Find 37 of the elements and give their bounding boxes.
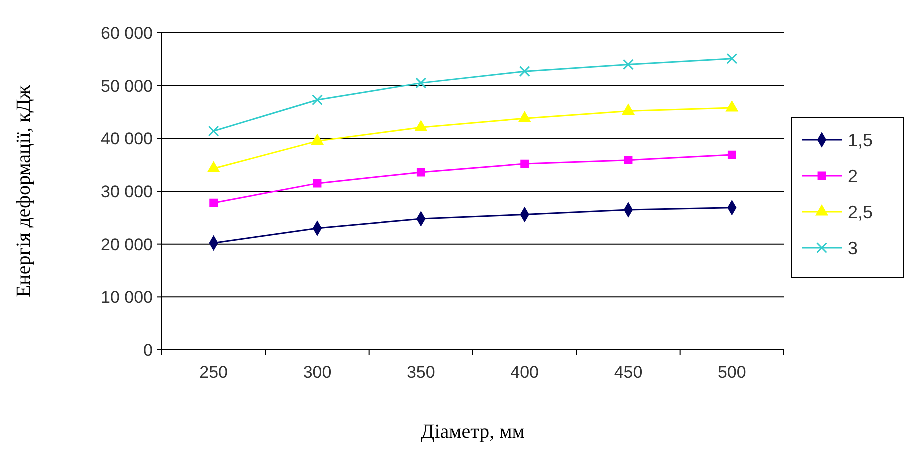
point [624,156,633,165]
x-tick-label: 400 [510,363,540,382]
x-axis-title: Діаметр, мм [421,421,526,443]
point [208,126,220,137]
point [311,134,324,146]
y-axis-title: Енергія деформації, кДж [13,85,35,298]
point [518,112,531,122]
y-tick-label: 10 000 [101,288,153,308]
point [623,59,634,70]
legend-label: 3 [848,238,858,258]
point [726,101,738,112]
point [208,162,220,173]
y-tick-label: 20 000 [101,235,153,254]
point [726,53,738,64]
x-tick-label: 300 [303,363,332,382]
y-tick-label: 60 000 [101,24,153,43]
point [519,66,530,78]
x-tick-label: 500 [718,363,746,382]
point [520,160,530,168]
y-tick-label: 50 000 [101,76,153,96]
point [416,168,426,177]
point [416,78,427,89]
x-tick-label: 250 [200,363,228,382]
y-tick-label: 40 000 [101,130,153,149]
point [210,198,218,208]
y-tick-label: 30 000 [101,182,153,202]
legend-label: 1,5 [848,130,874,150]
point [622,104,635,115]
point [313,179,322,188]
x-tick-label: 450 [614,363,643,382]
point [312,94,323,106]
legend-label: 2,5 [848,202,874,222]
point [728,150,736,160]
legend-label: 2 [848,166,858,186]
point [415,120,428,132]
x-tick-label: 350 [406,363,436,382]
y-tick-label: 0 [144,340,153,360]
